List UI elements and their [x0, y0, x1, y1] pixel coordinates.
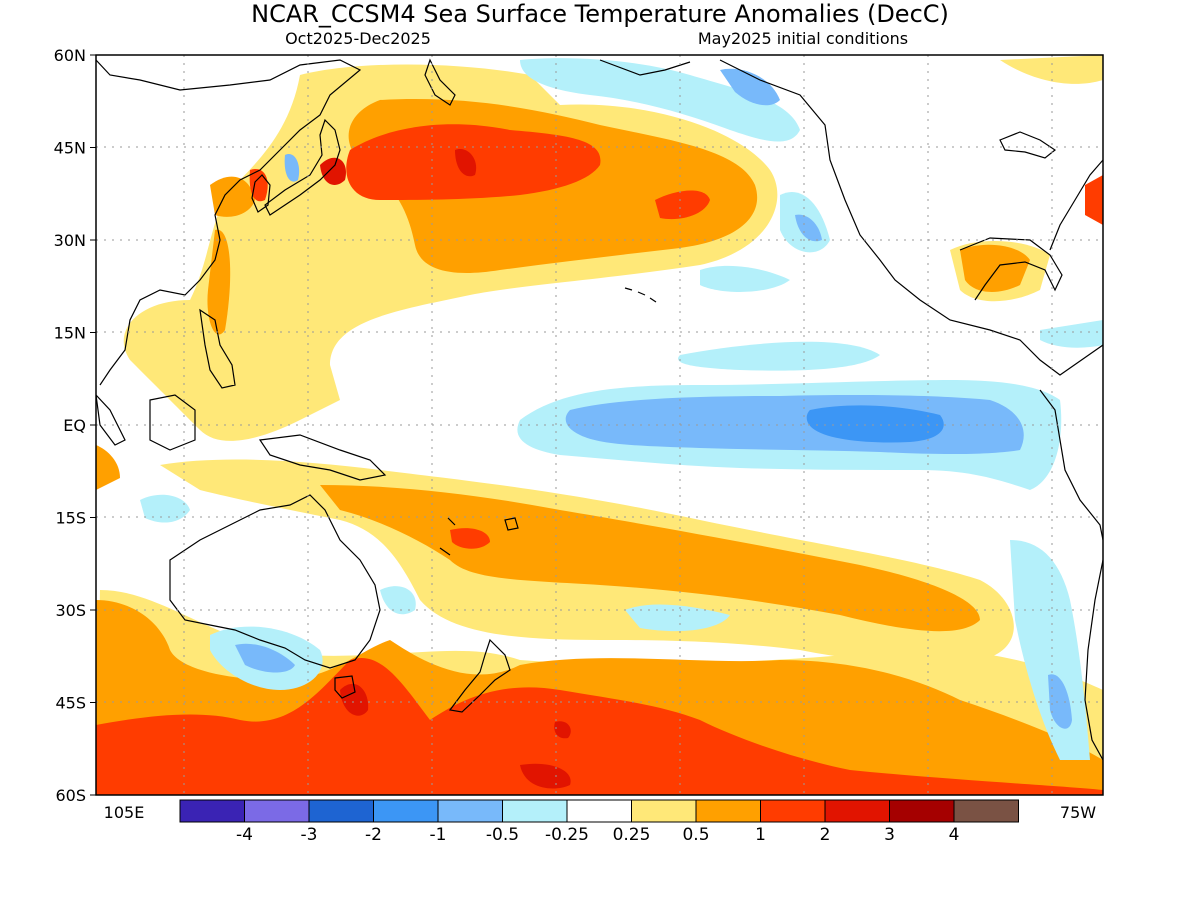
- colorbar-tick-label: 0.5: [682, 825, 709, 845]
- colorbar-swatch: [760, 799, 826, 823]
- colorbar-tick-label: -0.5: [486, 825, 519, 845]
- coastline-borneo: [149, 394, 196, 451]
- lat-lon-grid: [96, 55, 1103, 795]
- colorbar-tick-label: -1: [430, 825, 447, 845]
- colorbar-swatch: [889, 799, 955, 823]
- map-subtitle-init: May2025 initial conditions: [698, 29, 908, 48]
- coastline-hawaii: [624, 287, 657, 303]
- colorbar-swatch: [502, 799, 568, 823]
- map-plot-area: [96, 55, 1103, 795]
- coastline-asia: [96, 59, 362, 386]
- lat-label: 60N: [54, 46, 86, 65]
- colorbar-tick-label: 0.25: [613, 825, 651, 845]
- colorbar-swatch: [566, 799, 632, 823]
- lat-label: 60S: [55, 786, 86, 805]
- colorbar-tick-label: -2: [365, 825, 382, 845]
- anomaly-dark-red: [320, 149, 571, 789]
- coastline-new-zealand: [448, 638, 511, 713]
- colorbar-swatch: [308, 799, 374, 823]
- coastline-kamchatka: [424, 58, 456, 106]
- colorbar-tick-label: 1: [755, 825, 766, 845]
- coastline-fiji: [504, 517, 519, 531]
- colorbar-swatch: [437, 799, 503, 823]
- lon-label-left: 105E: [104, 803, 145, 822]
- coastline-philippines: [199, 308, 236, 389]
- colorbar-swatch: [244, 799, 310, 823]
- colorbar-swatch: [179, 799, 245, 823]
- colorbar-swatch: [695, 799, 761, 823]
- coastline-new-guinea: [258, 434, 387, 481]
- lat-label: 30S: [55, 601, 86, 620]
- coastline-vanuatu: [439, 517, 456, 556]
- colorbar-tick-label: 2: [820, 825, 831, 845]
- lat-label: 45N: [54, 139, 86, 158]
- coastline-us-east: [1049, 159, 1103, 251]
- colorbar-tick-label: 3: [884, 825, 895, 845]
- map-subtitle-period: Oct2025-Dec2025: [285, 29, 431, 48]
- colorbar-tick-label: -4: [236, 825, 253, 845]
- colorbar: -4 -3 -2 -1 -0.5 -0.25 0.25 0.5 1 2 3 4: [179, 799, 1019, 845]
- lat-label: EQ: [63, 416, 86, 435]
- coastline-japan: [264, 118, 341, 216]
- map-title: NCAR_CCSM4 Sea Surface Temperature Anoma…: [251, 0, 949, 28]
- coastline-korea: [251, 174, 271, 213]
- colorbar-tick-label: -3: [301, 825, 318, 845]
- colorbar-swatch: [824, 799, 890, 823]
- coastline-sumatra: [96, 394, 126, 446]
- anomaly-blue: [806, 405, 944, 443]
- coastline-north-america: [719, 59, 1103, 376]
- colorbar-tick-label: 4: [949, 825, 960, 845]
- lat-label: 45S: [55, 694, 86, 713]
- coastline-gulf: [959, 237, 1063, 301]
- colorbar-swatch: [953, 799, 1019, 823]
- lat-label: 15N: [54, 324, 86, 343]
- colorbar-tick-label: -0.25: [545, 825, 589, 845]
- lat-label: 15S: [55, 509, 86, 528]
- latitude-axis: 60N 45N 30N 15N EQ 15S 30S 45S 60S: [54, 46, 96, 805]
- coastline-great-lakes: [999, 131, 1057, 159]
- lon-label-right: 75W: [1060, 803, 1096, 822]
- coastlines: [96, 58, 1103, 761]
- coastline-alaska: [599, 59, 691, 76]
- lat-label: 30N: [54, 231, 86, 250]
- colorbar-swatch: [373, 799, 439, 823]
- coastline-tasmania: [334, 675, 356, 699]
- colorbar-swatch: [631, 799, 697, 823]
- coastline-south-america: [1039, 389, 1103, 761]
- coastline-australia: [169, 494, 381, 669]
